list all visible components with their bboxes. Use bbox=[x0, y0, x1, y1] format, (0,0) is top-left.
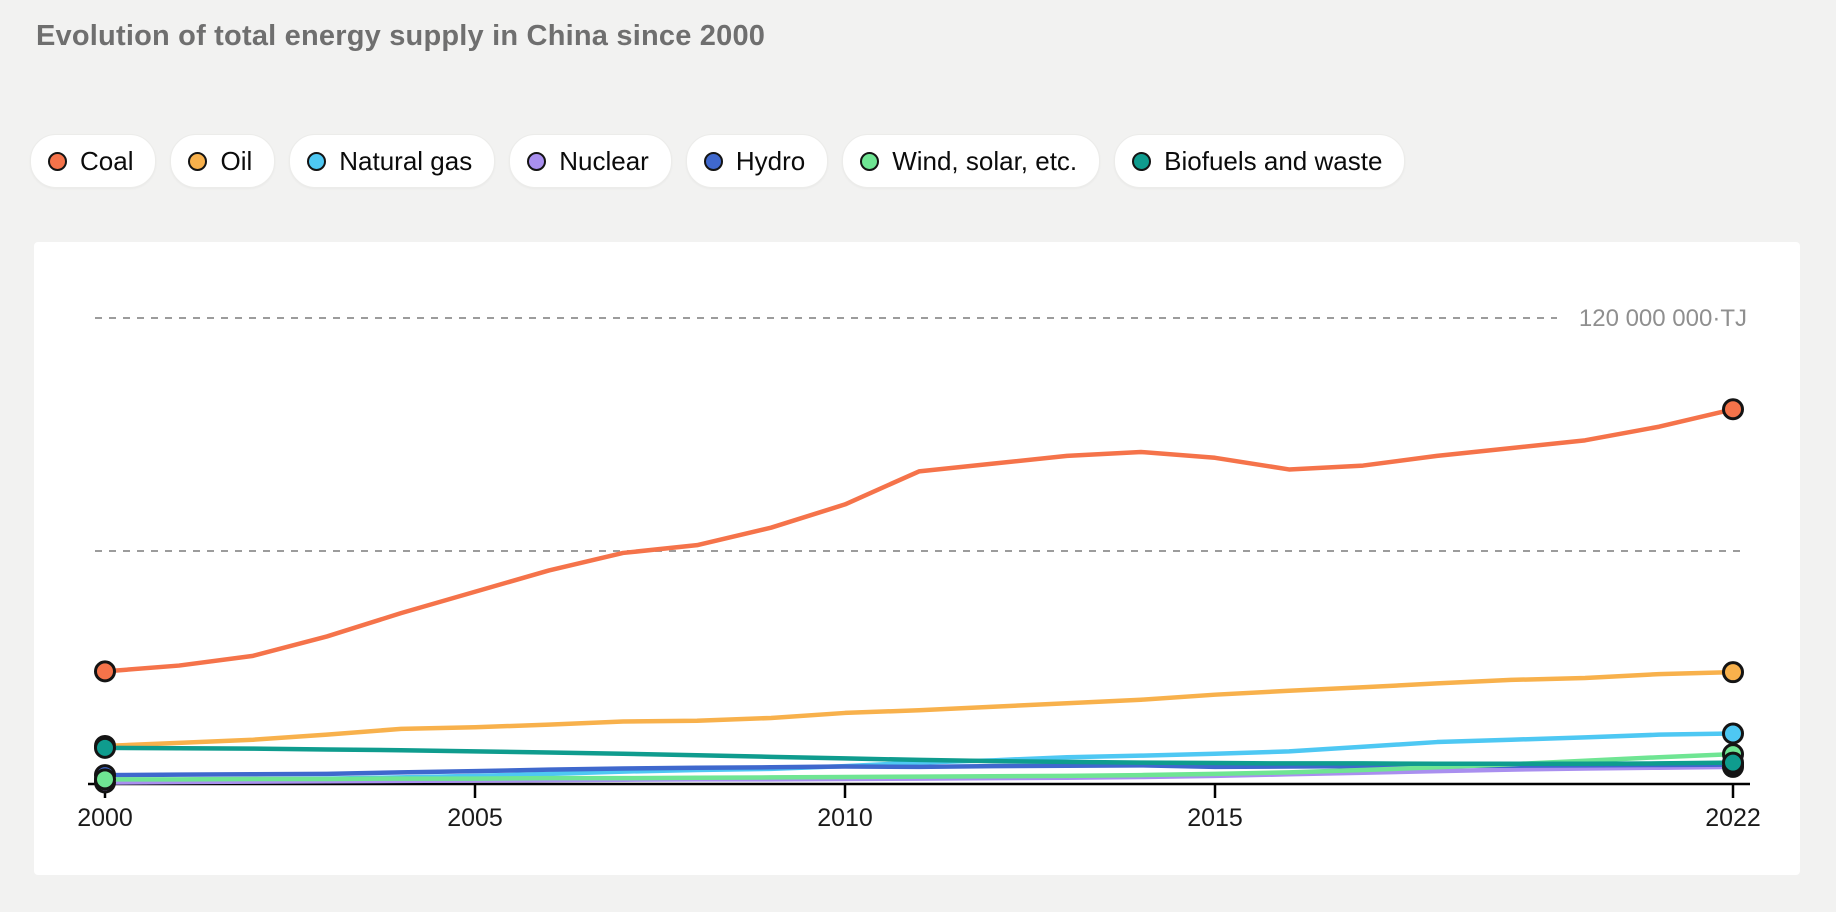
legend-item-label: Natural gas bbox=[339, 145, 473, 176]
series-endpoint-coal bbox=[1722, 398, 1744, 421]
x-axis-tick-label: 2022 bbox=[1705, 804, 1761, 832]
legend-item-label: Biofuels and waste bbox=[1164, 145, 1383, 176]
legend-dot-coal-icon bbox=[48, 151, 67, 171]
legend-item-label: Nuclear bbox=[559, 145, 649, 176]
series-line-wind-solar-etc bbox=[102, 751, 1736, 782]
x-axis-tick-label: 2005 bbox=[447, 804, 503, 832]
chart-plot-area[interactable]: 120 000 000·TJ 2000 2005 2010 2015 2022 bbox=[34, 242, 1800, 875]
legend-dot-nuclear-icon bbox=[527, 151, 547, 171]
series-line-biofuels-and-waste bbox=[102, 745, 1736, 767]
legend-item-label: Hydro bbox=[735, 145, 806, 176]
legend-item-natural-gas[interactable]: Natural gas bbox=[289, 134, 496, 188]
legend-dot-hydro-icon bbox=[703, 151, 723, 171]
gridline-value-label: 120 000 000·TJ bbox=[1579, 305, 1747, 332]
legend: Coal Oil Natural gas Nuclear Hydro Wind,… bbox=[30, 134, 1406, 188]
series-endpoint-biofuels-and-waste bbox=[1722, 751, 1744, 774]
legend-item-hydro[interactable]: Hydro bbox=[685, 134, 829, 188]
x-axis-tick-label: 2010 bbox=[817, 804, 873, 832]
series-line-oil bbox=[102, 669, 1736, 749]
x-axis-tick-label: 2015 bbox=[1187, 804, 1243, 832]
series-endpoint-wind-solar-etc bbox=[94, 768, 116, 791]
x-axis-tick-label: 2000 bbox=[77, 804, 133, 832]
legend-dot-oil-icon bbox=[188, 151, 208, 171]
legend-item-label: Coal bbox=[80, 145, 134, 176]
legend-item-biofuels[interactable]: Biofuels and waste bbox=[1114, 134, 1406, 188]
chart-title: Evolution of total energy supply in Chin… bbox=[36, 20, 766, 52]
legend-item-wind-solar[interactable]: Wind, solar, etc. bbox=[842, 134, 1101, 188]
series-endpoint-oil bbox=[1722, 661, 1744, 684]
legend-item-label: Wind, solar, etc. bbox=[892, 145, 1078, 176]
legend-dot-wind-solar-icon bbox=[860, 151, 880, 171]
legend-item-label: Oil bbox=[220, 145, 253, 176]
chart-card: 120 000 000·TJ 2000 2005 2010 2015 2022 bbox=[34, 242, 1800, 875]
legend-item-coal[interactable]: Coal bbox=[30, 134, 157, 188]
series-endpoint-coal bbox=[94, 660, 116, 683]
legend-item-nuclear[interactable]: Nuclear bbox=[509, 134, 672, 188]
legend-dot-biofuels-icon bbox=[1132, 151, 1152, 171]
series-endpoint-natural-gas bbox=[1722, 722, 1744, 745]
series-line-coal bbox=[102, 407, 1736, 674]
legend-dot-natural-gas-icon bbox=[307, 151, 327, 171]
legend-item-oil[interactable]: Oil bbox=[170, 134, 276, 188]
series-endpoint-biofuels-and-waste bbox=[94, 736, 116, 759]
